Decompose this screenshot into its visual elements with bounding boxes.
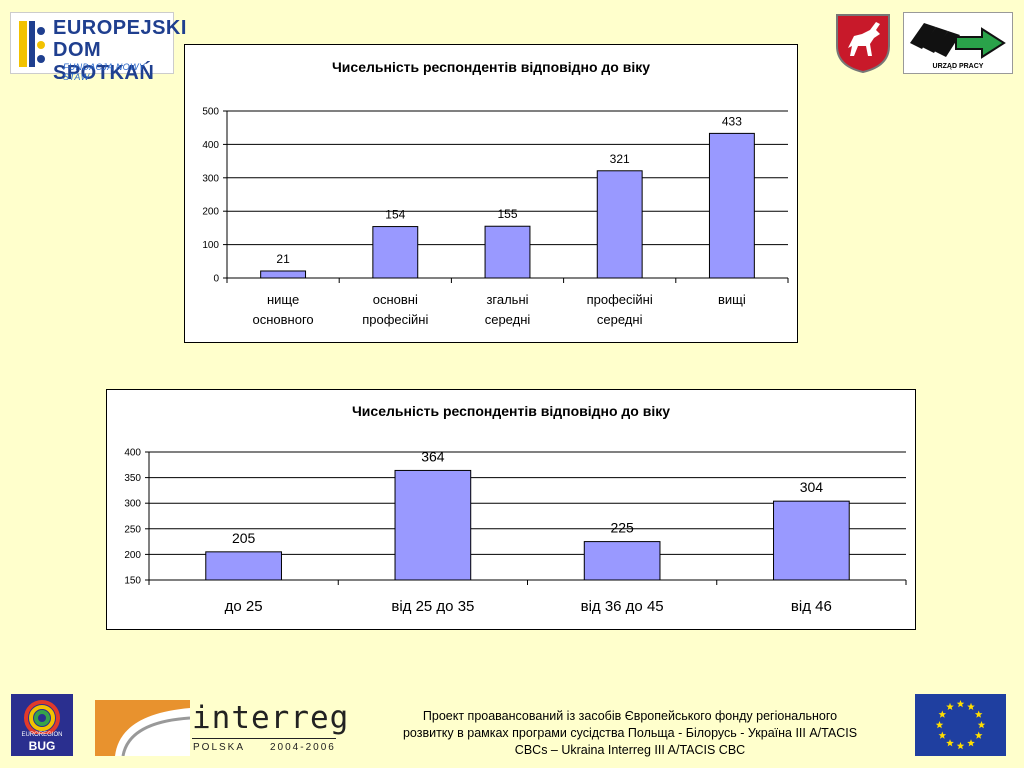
bar [596, 170, 643, 279]
bar [372, 226, 419, 279]
europejski-dom-spotkan-logo: EUROPEJSKI DOM SPOTKAŃ FUNDACJA NOWY STA… [10, 12, 186, 84]
category-label: професійні [587, 292, 653, 307]
y-tick-label: 100 [202, 240, 219, 251]
eu-stars-icon [935, 700, 986, 750]
bar [205, 551, 282, 581]
star-icon [967, 739, 975, 747]
footer-line3: CBCs – Ukraina Interreg III A/TACIS CBC [514, 743, 746, 757]
bar [773, 500, 850, 581]
category-label: основні [373, 292, 418, 307]
urzad-pracy-logo: URZĄD PRACY [903, 12, 1013, 74]
category-label: до 25 [225, 598, 263, 615]
bar [583, 541, 661, 581]
star-icon [967, 702, 975, 711]
footer-line1: Проект проавансований із засобів Європей… [422, 709, 838, 723]
eds-line2: DOM SPOTKAŃ [53, 39, 155, 84]
category-label: згальні [486, 292, 528, 307]
data-label: 304 [800, 479, 824, 495]
interreg-years: 2004-2006 [270, 742, 336, 753]
category-label: від 46 [791, 598, 832, 615]
star-icon [974, 731, 983, 739]
eds-line1: EUROPEJSKI [53, 17, 187, 39]
interreg-polska: POLSKA [193, 742, 246, 753]
chart1-plot: 0 100 200 300 400 500 21 нище основного 154 основн… [202, 107, 789, 327]
footer-note: Проект проавансований із засобів Європей… [360, 708, 900, 759]
chart1-title: Чисельність респондентів відповідно до в… [331, 59, 651, 75]
bar [708, 132, 755, 279]
star-icon [946, 702, 954, 711]
y-tick-label: 500 [202, 107, 219, 118]
footer-line2: розвитку в рамках програми сусідства Пол… [402, 726, 858, 740]
chart-education: Чисельність респондентів відповідно до в… [184, 44, 798, 343]
y-tick-label: 150 [124, 576, 141, 587]
data-label: 433 [722, 114, 742, 128]
category-label: професійні [362, 312, 428, 327]
bug-label: BUG [28, 739, 56, 753]
urzad-pracy-caption: URZĄD PRACY [932, 63, 984, 70]
star-icon [956, 700, 965, 708]
star-icon [946, 739, 954, 747]
interreg-graphic-logo [95, 700, 190, 756]
category-label: від 36 до 45 [581, 598, 664, 615]
star-icon [935, 721, 944, 729]
category-label: від 25 до 35 [391, 598, 474, 615]
y-tick-label: 200 [202, 207, 219, 218]
y-tick-label: 250 [124, 524, 141, 535]
category-label: основного [253, 312, 314, 327]
chart2-title: Чисельність респондентів відповідно до в… [351, 403, 671, 419]
y-tick-label: 400 [124, 448, 141, 459]
euroregion-rings-icon [24, 700, 60, 736]
interreg-swoosh-icon [115, 708, 190, 756]
data-label: 225 [610, 520, 634, 536]
data-label: 321 [610, 152, 630, 166]
data-label: 364 [421, 448, 445, 464]
chart2-plot: 150 200 250 300 350 400 205 до 25 364 від 25 до 3… [124, 448, 907, 615]
y-tick-label: 400 [202, 140, 219, 151]
category-label: нище [267, 292, 299, 307]
euroregion-label: EUROREGION [21, 732, 63, 738]
category-label: середні [485, 312, 531, 327]
y-tick-label: 300 [202, 173, 219, 184]
euroregion-bug-logo: EUROREGION BUG [11, 694, 73, 756]
data-label: 205 [232, 530, 256, 546]
eu-flag-logo [915, 694, 1006, 756]
data-label: 154 [385, 208, 405, 222]
y-tick-label: 300 [124, 499, 141, 510]
chart-age: Чисельність респондентів відповідно до в… [106, 389, 916, 630]
bar [394, 469, 472, 581]
urzad-pracy-mark-icon [910, 23, 1006, 59]
bar [484, 225, 531, 279]
eds-line3: FUNDACJA NOWY STAW [63, 62, 145, 82]
y-tick-label: 200 [124, 550, 141, 561]
deer-shield-icon [836, 14, 890, 74]
data-label: 155 [497, 207, 517, 221]
category-label: середні [597, 312, 643, 327]
coat-of-arms-logo [834, 12, 892, 74]
bar [260, 270, 307, 279]
y-tick-label: 0 [213, 274, 219, 285]
star-icon [977, 721, 986, 729]
interreg-wordmark: interreg [192, 700, 350, 736]
star-icon [956, 742, 965, 750]
star-icon [974, 710, 983, 718]
y-tick-label: 350 [124, 473, 141, 484]
interreg-rule [192, 738, 336, 739]
category-label: вищі [718, 292, 746, 307]
star-icon [938, 710, 947, 718]
star-icon [938, 731, 947, 739]
data-label: 21 [276, 252, 290, 266]
eds-mark-icon [19, 21, 45, 67]
